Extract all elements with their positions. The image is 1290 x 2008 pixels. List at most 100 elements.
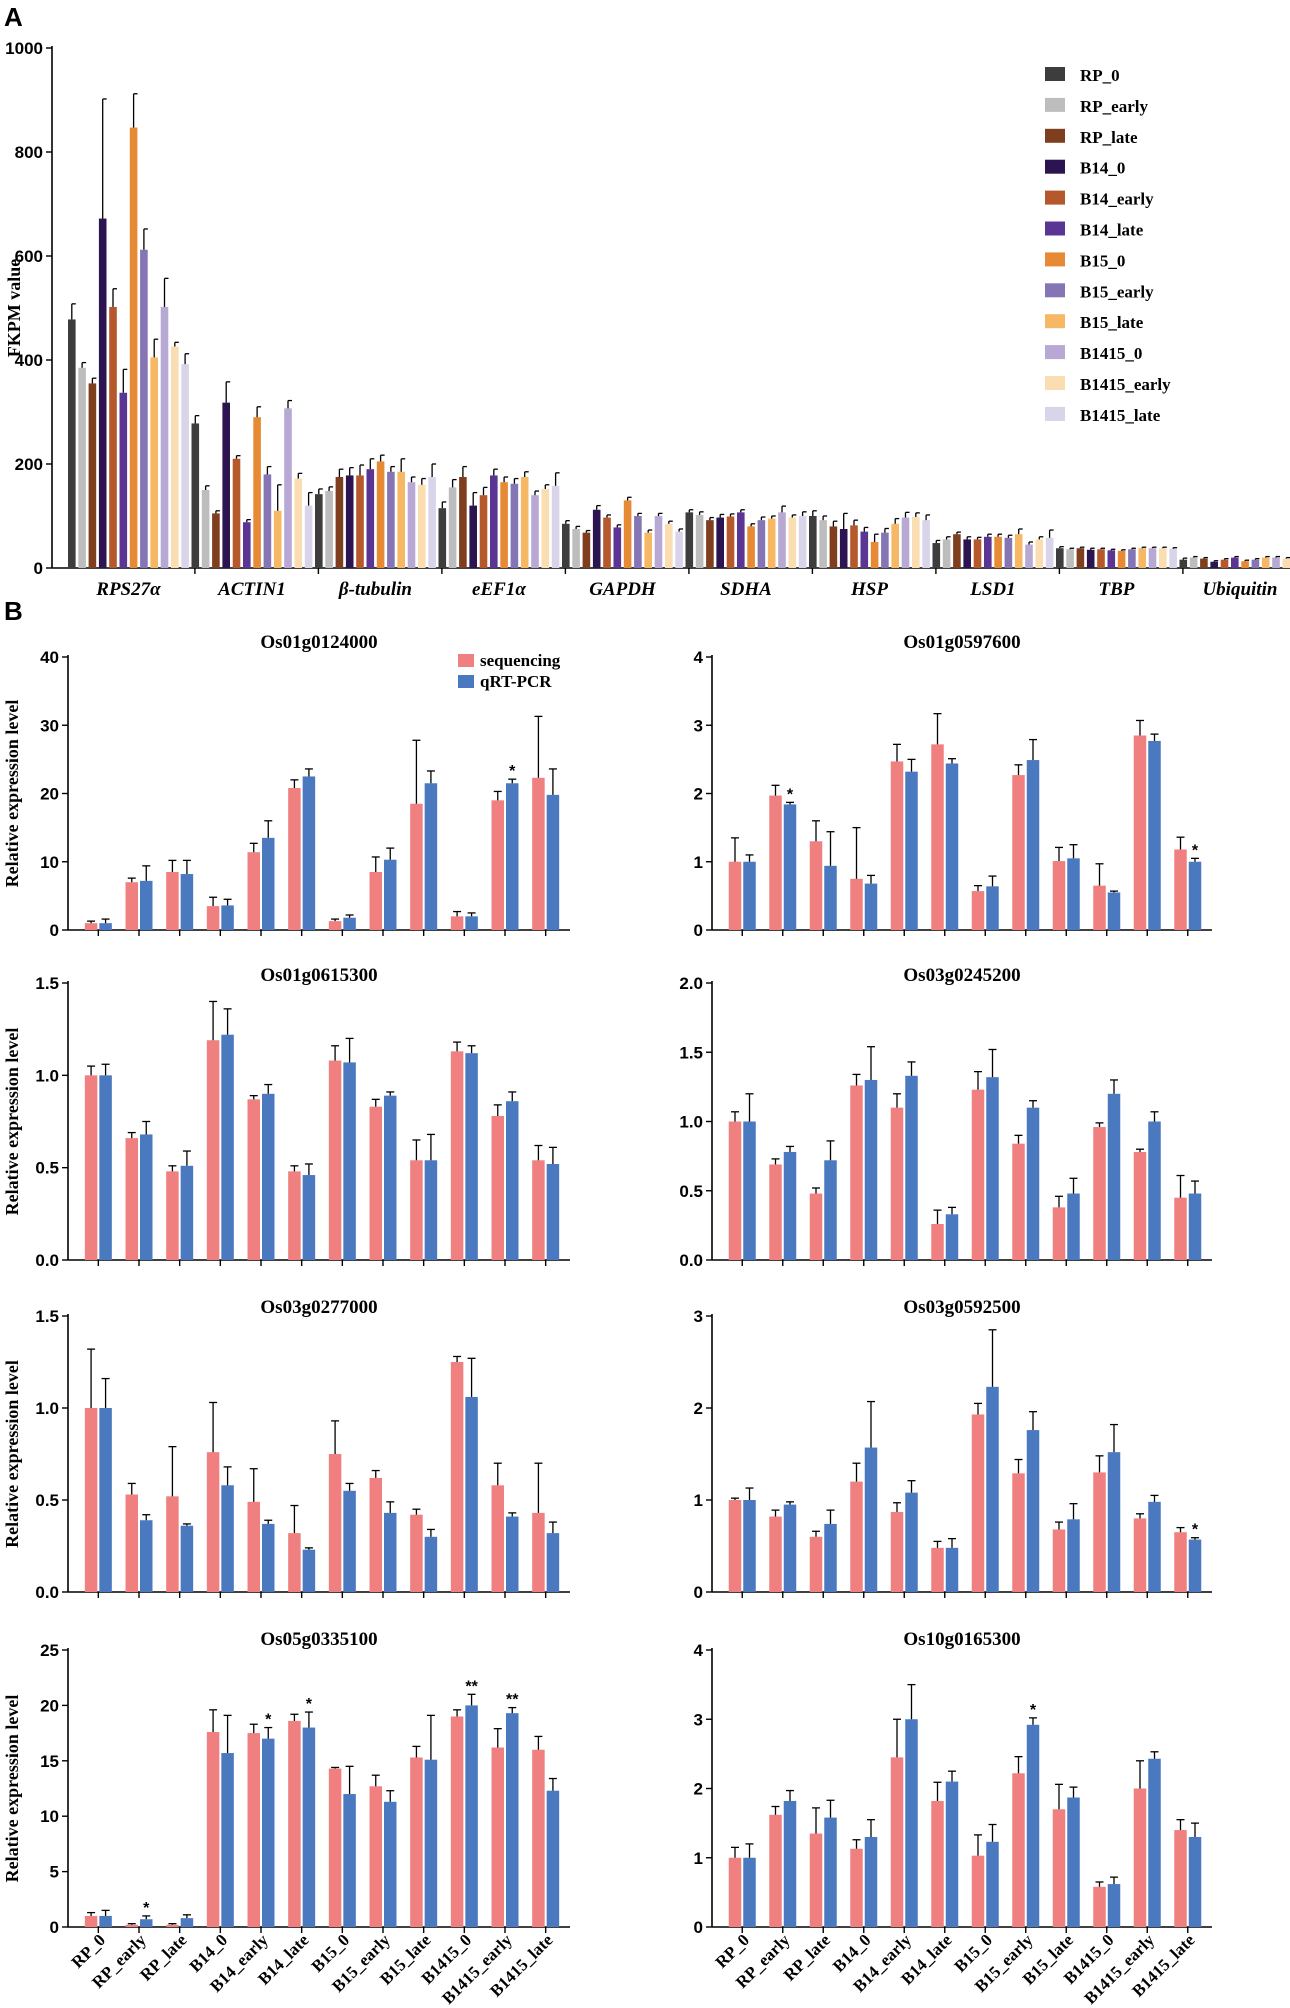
bar-qRT-PCR xyxy=(1148,1501,1161,1592)
bar-B15_early xyxy=(140,249,148,568)
legend-swatch-B14_early xyxy=(1045,190,1065,205)
bar-B14_0 xyxy=(1210,561,1218,568)
bar-sequencing xyxy=(728,1121,742,1260)
bar-B14_early xyxy=(850,525,858,568)
bar-sequencing xyxy=(288,1720,301,1927)
bar-qRT-PCR xyxy=(1067,858,1080,930)
bar-sequencing xyxy=(931,1800,944,1927)
bar-B1415_late xyxy=(675,531,683,568)
bar-qRT-PCR xyxy=(140,1520,153,1592)
bar-qRT-PCR xyxy=(1107,1093,1121,1260)
bar-sequencing xyxy=(1052,1529,1066,1592)
bar-RP_late xyxy=(582,532,591,568)
bar-qRT-PCR xyxy=(384,1512,397,1592)
bar-sequencing xyxy=(971,1855,985,1927)
bar-qRT-PCR xyxy=(384,1095,397,1260)
bar-B14_late xyxy=(243,522,251,568)
x-tick-label: RP_late xyxy=(780,1930,834,1984)
x-tick-label: GAPDH xyxy=(589,579,657,600)
bar-qRT-PCR xyxy=(302,776,316,930)
bar-RP_late xyxy=(953,534,961,568)
y-tick-label: 1.0 xyxy=(679,1113,703,1132)
bar-sequencing xyxy=(532,1749,545,1927)
bar-B15_0 xyxy=(623,500,632,568)
bar-B1415_late xyxy=(1169,548,1177,568)
bar-sequencing xyxy=(410,1514,423,1592)
bar-B15_early xyxy=(634,516,642,568)
bar-B15_late xyxy=(397,471,405,568)
legend-swatch-qrtpcr xyxy=(458,675,474,688)
y-tick-label: 4 xyxy=(694,1641,704,1660)
bar-sequencing xyxy=(288,1533,301,1592)
panel-a-letter: A xyxy=(4,2,23,32)
significance-mark: * xyxy=(306,1696,313,1713)
y-tick-label: 15 xyxy=(40,1752,59,1771)
significance-mark: * xyxy=(1030,1702,1037,1719)
chart-Os01g0615300: 0.0 0.5 1.0 1.5 Os01g0615300 Relative express… xyxy=(2,965,570,1270)
bar-B15_0 xyxy=(1117,550,1126,568)
x-tick-label: eEF1α xyxy=(472,579,526,600)
bar-B14_early xyxy=(1220,559,1229,568)
y-tick-label: 25 xyxy=(40,1641,59,1660)
bar-B14_late xyxy=(490,475,498,568)
bar-sequencing xyxy=(1174,849,1187,930)
bar-qRT-PCR xyxy=(905,1075,918,1260)
bar-qRT-PCR xyxy=(783,1800,797,1927)
bar-B14_early xyxy=(356,475,364,568)
legend-swatch-RP_early xyxy=(1045,97,1065,112)
y-tick-label: 20 xyxy=(40,1696,59,1715)
bar-sequencing xyxy=(369,1106,382,1260)
bar-RP_late xyxy=(1076,548,1085,568)
bar-sequencing xyxy=(1012,1473,1025,1592)
y-tick-label: 0.5 xyxy=(679,1182,703,1201)
bar-sequencing xyxy=(1093,1127,1106,1260)
bar-RP_late xyxy=(459,477,467,568)
bar-qRT-PCR xyxy=(343,1794,356,1927)
bar-qRT-PCR xyxy=(743,861,756,930)
legend-swatch-B1415_late xyxy=(1045,406,1065,421)
bar-B15_late xyxy=(767,518,776,568)
chart-Os03g0245200: 0.0 0.5 1.0 1.5 2.0 Os03g0245200 xyxy=(679,965,1212,1270)
bar-sequencing xyxy=(125,1924,138,1927)
bar-qRT-PCR xyxy=(945,1547,959,1592)
x-tick-label: ACTIN1 xyxy=(217,579,286,600)
bar-B1415_late xyxy=(551,485,560,568)
bar-qRT-PCR xyxy=(424,783,438,930)
bar-RP_0 xyxy=(315,494,323,568)
y-tick-label: 2 xyxy=(694,785,703,804)
y-tick-label: 1.5 xyxy=(679,1043,703,1062)
bar-qRT-PCR xyxy=(384,1801,397,1927)
y-tick-label: 0 xyxy=(694,921,703,940)
bar-qRT-PCR xyxy=(221,1485,234,1592)
bar-qRT-PCR xyxy=(180,1918,194,1927)
bar-sequencing xyxy=(410,1160,423,1260)
legend-swatch-RP_0 xyxy=(1045,67,1065,81)
bar-B15_late xyxy=(1014,534,1023,568)
bar-B1415_early xyxy=(1035,539,1044,568)
bar-RP_late xyxy=(88,383,97,568)
bar-qRT-PCR xyxy=(824,1817,837,1927)
bar-RP_0 xyxy=(685,512,694,568)
bar-sequencing xyxy=(328,921,342,930)
bar-qRT-PCR xyxy=(384,859,397,930)
bar-B14_0 xyxy=(963,539,971,568)
bar-qRT-PCR xyxy=(465,1705,478,1927)
bar-qRT-PCR xyxy=(986,886,999,930)
bar-sequencing xyxy=(931,744,944,930)
bar-qRT-PCR xyxy=(140,1134,153,1260)
bar-sequencing xyxy=(450,1716,464,1927)
bar-RP_0 xyxy=(438,508,447,568)
y-axis-label: Relative expression level xyxy=(2,1695,22,1883)
panel-b-letter: B xyxy=(4,596,23,626)
bar-B15_late xyxy=(1138,548,1146,568)
bar-sequencing xyxy=(850,1085,863,1260)
y-tick-label: 40 xyxy=(40,648,59,667)
bar-B15_early xyxy=(510,483,519,568)
bar-qRT-PCR xyxy=(986,1841,999,1927)
x-tick-label: LSD1 xyxy=(969,579,1015,600)
bar-qRT-PCR xyxy=(546,1533,560,1592)
bar-B1415_late xyxy=(428,477,436,568)
bar-qRT-PCR xyxy=(140,880,153,930)
bar-B14_early xyxy=(479,495,488,568)
bar-RP_0 xyxy=(68,319,76,568)
